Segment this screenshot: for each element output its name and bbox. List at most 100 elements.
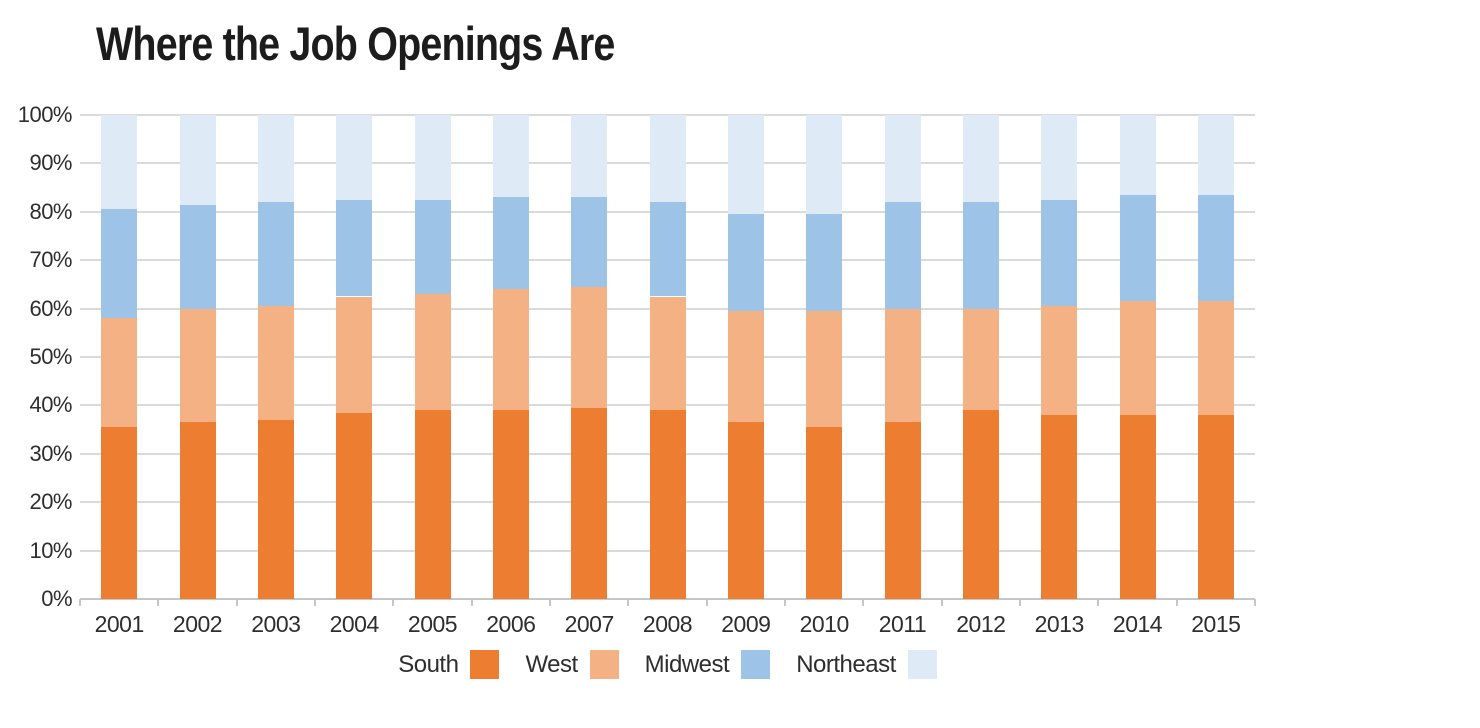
- bar-2009-south-segment: [727, 422, 764, 599]
- bar-2015-midwest-segment: [1197, 194, 1234, 302]
- legend-item-northeast: Northeast: [796, 650, 937, 679]
- bar-2013-south-segment: [1041, 415, 1078, 599]
- legend-swatch-midwest: [741, 650, 771, 679]
- bar-2006-west-segment: [492, 289, 529, 411]
- y-axis-label: 30%: [29, 440, 72, 466]
- y-axis-label: 20%: [29, 489, 72, 515]
- x-axis-label: 2003: [251, 611, 301, 637]
- x-axis-label: 2001: [94, 611, 145, 637]
- bar-2009-midwest-segment: [727, 214, 764, 312]
- x-axis-tick: [1175, 599, 1178, 606]
- y-axis-label: 50%: [29, 344, 72, 369]
- x-axis-tick: [157, 599, 160, 606]
- bar-2013-west-segment: [1041, 306, 1078, 416]
- x-axis-label: 2013: [1034, 611, 1085, 637]
- x-axis-tick: [392, 599, 395, 606]
- x-axis-label: 2002: [172, 611, 223, 637]
- bar-2013-northeast-segment: [1041, 115, 1078, 200]
- x-axis-tick: [235, 599, 238, 606]
- bar-2003-midwest-segment: [257, 202, 294, 307]
- bar-2012-midwest-segment: [962, 202, 999, 309]
- legend-label: Midwest: [644, 650, 730, 678]
- x-axis-label: 2014: [1112, 611, 1163, 637]
- y-axis-label: 10%: [29, 537, 72, 563]
- bar-2014-west-segment: [1119, 301, 1156, 416]
- y-axis-label: 0%: [41, 586, 72, 611]
- bar-2006-northeast-segment: [492, 115, 529, 198]
- bar-2001-south-segment: [101, 427, 138, 599]
- x-axis-tick: [470, 599, 473, 606]
- x-axis-line: [80, 598, 1255, 600]
- bar-2007-midwest-segment: [571, 197, 608, 287]
- legend-label: West: [525, 650, 578, 678]
- bar-2005-south-segment: [414, 410, 451, 599]
- bar-2005-west-segment: [414, 294, 451, 411]
- legend-swatch-northeast: [907, 650, 937, 679]
- bar-2014-south-segment: [1119, 415, 1156, 599]
- bar-2012-northeast-segment: [962, 115, 999, 203]
- legend-item-south: South: [398, 650, 500, 679]
- bar-2002-midwest-segment: [179, 204, 216, 309]
- bar-2004-south-segment: [336, 412, 373, 599]
- legend-swatch-west: [589, 650, 619, 679]
- x-axis-label: 2006: [486, 611, 536, 637]
- x-axis-tick: [314, 599, 316, 606]
- bar-2010-midwest-segment: [806, 214, 843, 312]
- bar-2010-west-segment: [806, 311, 843, 428]
- bar-2002-northeast-segment: [179, 115, 216, 205]
- chart-title: Where the Job Openings Are: [96, 17, 615, 70]
- x-axis-label: 2010: [799, 611, 850, 637]
- bar-2011-midwest-segment: [884, 202, 921, 309]
- bar-2010-northeast-segment: [806, 115, 843, 215]
- x-axis-tick: [627, 599, 630, 606]
- x-axis-tick: [79, 599, 81, 606]
- bar-2003-south-segment: [257, 419, 294, 599]
- bar-2008-west-segment: [649, 296, 686, 411]
- bar-2001-west-segment: [101, 318, 138, 428]
- bar-2015-west-segment: [1197, 301, 1234, 416]
- y-axis-label: 90%: [29, 150, 72, 176]
- x-axis-label: 2011: [878, 611, 927, 637]
- bar-2004-west-segment: [336, 296, 373, 413]
- bar-2008-midwest-segment: [649, 202, 686, 297]
- bar-2003-west-segment: [257, 306, 294, 420]
- bar-2008-northeast-segment: [649, 115, 686, 203]
- x-axis-tick: [1254, 599, 1256, 606]
- y-axis-label: 100%: [17, 102, 73, 127]
- bar-2008-south-segment: [649, 410, 686, 599]
- bar-2005-midwest-segment: [414, 199, 451, 295]
- bar-2002-south-segment: [179, 422, 216, 599]
- bar-2001-northeast-segment: [101, 115, 138, 210]
- x-axis-tick: [549, 599, 551, 606]
- bar-2007-northeast-segment: [571, 115, 608, 198]
- legend-item-midwest: Midwest: [645, 650, 771, 679]
- bar-2011-west-segment: [884, 308, 921, 423]
- x-axis-tick: [862, 599, 865, 606]
- legend-item-west: West: [525, 650, 619, 679]
- bar-2014-midwest-segment: [1119, 194, 1156, 302]
- bar-2004-midwest-segment: [336, 199, 373, 297]
- x-axis-label: 2015: [1191, 611, 1241, 637]
- x-axis-label: 2009: [721, 611, 771, 637]
- x-axis-tick: [940, 599, 943, 606]
- x-axis-label: 2007: [564, 611, 615, 637]
- bar-2003-northeast-segment: [257, 115, 294, 203]
- x-axis-tick: [705, 599, 708, 606]
- bar-2009-west-segment: [727, 311, 764, 423]
- bar-2014-northeast-segment: [1119, 115, 1156, 195]
- legend-label: Northeast: [796, 650, 896, 678]
- bar-2012-west-segment: [962, 308, 999, 411]
- x-axis-label: 2004: [329, 611, 380, 637]
- y-axis-label: 40%: [29, 392, 72, 418]
- bar-2015-south-segment: [1197, 415, 1234, 599]
- bar-2006-south-segment: [492, 410, 529, 599]
- x-axis-tick: [1097, 599, 1100, 606]
- bar-2009-northeast-segment: [727, 115, 764, 215]
- legend: South West Midwest Northeast: [80, 650, 1255, 679]
- x-axis-label: 2008: [642, 611, 693, 637]
- bar-2015-northeast-segment: [1197, 115, 1234, 195]
- bar-2011-south-segment: [884, 422, 921, 599]
- bar-2013-midwest-segment: [1041, 199, 1078, 307]
- legend-swatch-south: [470, 650, 500, 679]
- bar-2002-west-segment: [179, 308, 216, 423]
